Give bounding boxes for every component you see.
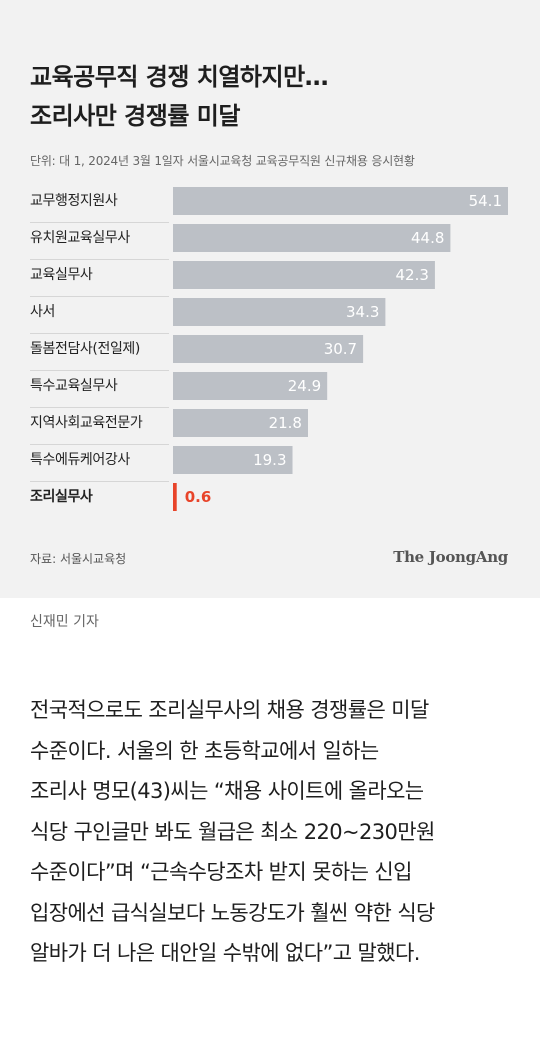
article-line: 식당 구인글만 봐도 월급은 최소 220~230만원 — [30, 819, 435, 844]
bar — [173, 483, 177, 511]
brand-logo: The JoongAng — [393, 548, 508, 566]
bar — [173, 187, 508, 215]
value-label: 30.7 — [324, 340, 357, 358]
article-line: 수준이다”며 “근속수당조차 받지 못하는 신입 — [30, 860, 412, 884]
bar — [173, 409, 308, 437]
category-label: 교육실무사 — [30, 267, 93, 283]
article-paragraph: 전국적으로도 조리실무사의 채용 경쟁률은 미달 수준이다. 서울의 한 초등학… — [30, 690, 520, 974]
bar-chart: 교무행정지원사 54.1 유치원교육실무사 44.8 교육실무사 42.3 사서 34.3 돌봄… — [30, 187, 508, 511]
bar — [173, 261, 435, 289]
category-label: 유치원교육실무사 — [30, 230, 130, 246]
value-label: 44.8 — [411, 229, 444, 247]
photo-credit: 신재민 기자 — [30, 614, 99, 630]
chart-title: 교육공무직 경쟁 치열하지만… 조리사만 경쟁률 미달 — [30, 58, 510, 136]
article-line: 입장에선 급식실보다 노동강도가 훨씬 약한 식당 — [30, 900, 435, 925]
category-label: 지역사회교육전문가 — [30, 415, 143, 431]
value-label: 24.9 — [288, 377, 321, 395]
category-label: 조리실무사 — [30, 489, 93, 505]
bar — [173, 298, 386, 326]
bar — [173, 224, 451, 252]
chart-figure: 교육공무직 경쟁 치열하지만… 조리사만 경쟁률 미달 단위: 대 1, 202… — [0, 0, 540, 598]
value-label: 42.3 — [396, 266, 429, 284]
category-label: 돌봄전담사(전일제) — [30, 341, 140, 357]
bar — [173, 372, 328, 400]
article-line: 조리사 명모(43)씨는 “채용 사이트에 올라오는 — [30, 779, 424, 803]
article-line: 전국적으로도 조리실무사의 채용 경쟁률은 미달 — [30, 698, 429, 722]
category-label: 특수에듀케어강사 — [30, 452, 130, 468]
category-label: 교무행정지원사 — [30, 193, 118, 209]
chart-title-line-1: 교육공무직 경쟁 치열하지만… — [30, 63, 329, 91]
chart-subtitle: 단위: 대 1, 2024년 3월 1일자 서울시교육청 교육공무직원 신규채용… — [30, 154, 415, 168]
value-label: 54.1 — [469, 192, 502, 210]
value-label: 34.3 — [346, 303, 379, 321]
value-label: 0.6 — [185, 488, 212, 506]
category-label: 사서 — [30, 304, 55, 320]
chart-source: 자료: 서울시교육청 — [30, 552, 127, 566]
value-label: 21.8 — [269, 414, 302, 432]
category-label: 특수교육실무사 — [30, 378, 118, 394]
article-line: 수준이다. 서울의 한 초등학교에서 일하는 — [30, 738, 379, 763]
chart-title-line-2: 조리사만 경쟁률 미달 — [30, 102, 240, 130]
bar — [173, 335, 364, 363]
value-label: 19.3 — [253, 451, 286, 469]
article-line: 알바가 더 나은 대안일 수밖에 없다”고 말했다. — [30, 941, 420, 965]
bar — [173, 446, 293, 474]
